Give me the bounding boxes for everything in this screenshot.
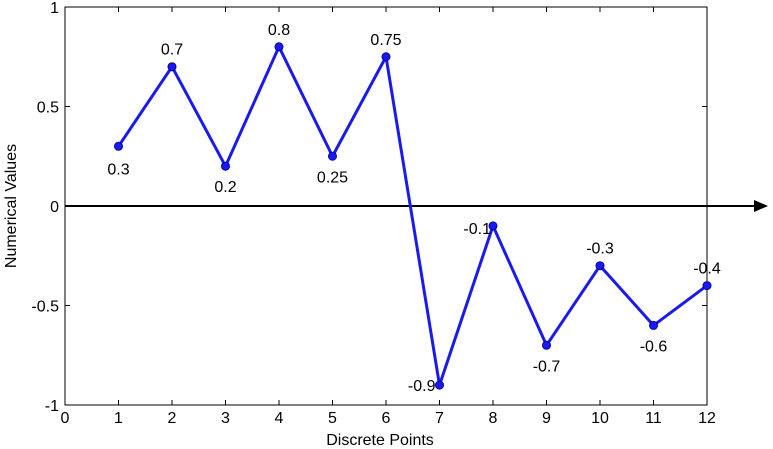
data-label: 0.2 bbox=[214, 179, 236, 196]
data-point bbox=[542, 340, 551, 350]
x-tick-label: 8 bbox=[489, 410, 498, 427]
data-point bbox=[381, 52, 391, 62]
data-point bbox=[702, 281, 712, 291]
y-tick-label: 0.5 bbox=[37, 100, 59, 117]
data-label: -0.7 bbox=[533, 358, 561, 375]
x-tick-label: 2 bbox=[168, 410, 177, 427]
data-label: 0.25 bbox=[317, 169, 348, 186]
x-tick-label: 7 bbox=[435, 410, 444, 427]
x-tick-label: 9 bbox=[542, 410, 551, 427]
data-point bbox=[488, 221, 498, 231]
zero-axis-arrowhead bbox=[754, 200, 768, 212]
y-tick-label: 1 bbox=[50, 0, 59, 17]
x-tick-label: 6 bbox=[382, 410, 391, 427]
y-axis-title: Numerical Values bbox=[3, 144, 20, 268]
data-point bbox=[595, 261, 605, 271]
data-label: -0.9 bbox=[408, 378, 436, 395]
data-label: -0.4 bbox=[693, 261, 721, 278]
x-tick-label: 10 bbox=[591, 410, 609, 427]
data-point bbox=[221, 161, 230, 171]
data-point bbox=[328, 151, 337, 161]
data-point bbox=[274, 42, 284, 52]
y-tick-label: 0 bbox=[50, 199, 59, 216]
y-tick-label: -1 bbox=[45, 398, 59, 415]
x-tick-label: 5 bbox=[328, 410, 337, 427]
x-axis-title: Discrete Points bbox=[326, 432, 434, 449]
y-tick-label: -0.5 bbox=[31, 299, 59, 316]
x-tick-label: 12 bbox=[698, 410, 716, 427]
data-point bbox=[435, 380, 444, 390]
data-label: -0.6 bbox=[640, 338, 668, 355]
data-point bbox=[649, 320, 658, 330]
data-label: -0.1 bbox=[463, 221, 491, 238]
data-label: 0.7 bbox=[161, 42, 183, 59]
data-point bbox=[114, 141, 123, 151]
x-tick-label: 1 bbox=[114, 410, 123, 427]
x-tick-label: 0 bbox=[61, 410, 70, 427]
data-label: 0.8 bbox=[268, 22, 290, 39]
series-line bbox=[117, 45, 708, 387]
data-label: -0.3 bbox=[586, 241, 614, 258]
x-tick-label: 4 bbox=[275, 410, 284, 427]
x-tick-label: 11 bbox=[645, 410, 662, 427]
data-point bbox=[167, 62, 177, 72]
data-label: 0.75 bbox=[370, 32, 401, 49]
x-tick-label: 3 bbox=[221, 410, 230, 427]
data-label: 0.3 bbox=[107, 161, 129, 178]
